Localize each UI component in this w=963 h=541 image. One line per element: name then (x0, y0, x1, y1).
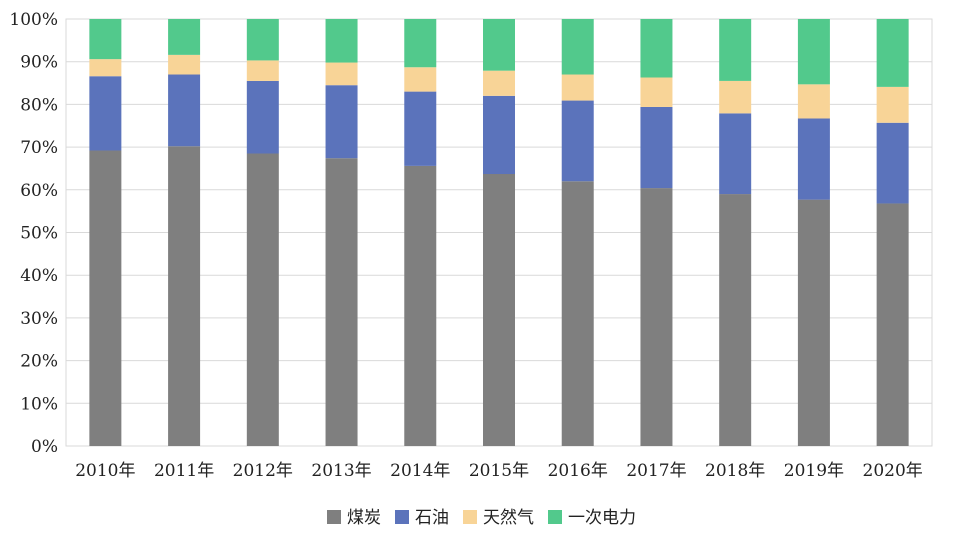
legend-label: 一次电力 (568, 508, 636, 528)
legend-swatch (463, 510, 477, 524)
x-tick-label: 2014年 (390, 461, 450, 481)
bar-stack-4 (404, 19, 437, 446)
bar-segment-series-1 (876, 122, 909, 204)
bar-segment-series-2 (640, 77, 673, 107)
bar-segment-series-1 (561, 100, 594, 182)
y-tick-label: 30% (20, 309, 58, 329)
y-tick-label: 100% (9, 10, 58, 30)
bar-segment-series-1 (246, 80, 279, 154)
bar-segment-series-3 (719, 19, 752, 81)
bar-segment-series-3 (325, 19, 358, 63)
bar-segment-series-3 (89, 19, 122, 60)
bar-stack-6 (561, 19, 594, 446)
y-axis-tick-labels: 0% 10% 20% 30% 40% 50% 60% 70% 80% 90% 100% (9, 10, 58, 457)
y-tick-label: 50% (20, 224, 58, 244)
x-tick-label: 2018年 (705, 461, 765, 481)
y-tick-label: 60% (20, 181, 58, 201)
y-tick-label: 80% (20, 95, 58, 115)
bar-segment-series-1 (168, 74, 201, 147)
legend-item-0: 煤炭 (327, 508, 381, 528)
bar-segment-series-0 (246, 153, 279, 446)
x-tick-label: 2011年 (154, 461, 214, 481)
legend-item-1: 石油 (395, 508, 449, 528)
legend-label: 煤炭 (347, 508, 381, 528)
bar-segment-series-3 (483, 19, 515, 71)
x-tick-label: 2016年 (548, 461, 608, 481)
bar-stack-3 (325, 19, 358, 446)
y-tick-label: 20% (20, 352, 58, 372)
bar-segment-series-0 (640, 188, 673, 447)
bar-segment-series-0 (89, 150, 122, 447)
bar-segment-series-3 (561, 19, 594, 75)
bar-segment-series-3 (246, 19, 279, 61)
bar-segment-series-3 (404, 19, 437, 68)
bar-segment-series-1 (719, 113, 752, 195)
y-tick-label: 90% (20, 53, 58, 73)
bar-segment-series-2 (89, 59, 122, 77)
bar-segment-series-2 (168, 54, 201, 75)
bar-segment-series-2 (719, 80, 752, 114)
bar-stack-8 (719, 19, 752, 446)
x-tick-label: 2017年 (626, 461, 686, 481)
x-tick-label: 2020年 (863, 461, 923, 481)
bar-stack-2 (246, 19, 279, 446)
bar-segment-series-2 (325, 62, 358, 86)
bar-segment-series-1 (640, 106, 673, 189)
bar-segment-series-2 (246, 60, 279, 81)
bar-segment-series-1 (404, 91, 437, 166)
bar-segment-series-2 (561, 74, 594, 101)
legend-swatch (548, 510, 562, 524)
bar-segment-series-2 (483, 70, 515, 96)
x-axis-tick-labels: 2010年 2011年 2012年 2013年 2014年 2015年 2016年 2017年… (75, 461, 923, 481)
bar-stack-10 (876, 19, 909, 446)
bar-segment-series-0 (719, 194, 752, 446)
bar-segment-series-1 (325, 85, 358, 159)
bar-segment-series-0 (561, 181, 594, 446)
legend: 煤炭 石油 天然气 一次电力 (327, 508, 636, 528)
bar-segment-series-0 (797, 199, 830, 446)
bar-stack-9 (797, 19, 830, 446)
bar-segment-series-2 (876, 86, 909, 123)
legend-label: 石油 (415, 508, 449, 528)
x-tick-label: 2012年 (233, 461, 293, 481)
bar-segment-series-1 (483, 95, 515, 175)
bars (89, 19, 909, 447)
legend-label: 天然气 (483, 508, 534, 528)
bar-segment-series-0 (325, 158, 358, 446)
x-tick-label: 2019年 (784, 461, 844, 481)
x-tick-label: 2013年 (311, 461, 371, 481)
bar-stack-0 (89, 19, 122, 447)
legend-item-2: 天然气 (463, 508, 534, 528)
bar-segment-series-3 (640, 19, 673, 78)
x-tick-label: 2015年 (469, 461, 529, 481)
legend-item-3: 一次电力 (548, 508, 636, 528)
bar-segment-series-3 (876, 19, 909, 87)
bar-stack-7 (640, 19, 673, 447)
bar-stack-1 (168, 19, 201, 446)
y-tick-label: 10% (20, 394, 58, 414)
bar-segment-series-1 (89, 76, 122, 151)
y-tick-label: 0% (31, 437, 58, 457)
bar-segment-series-1 (797, 118, 830, 200)
bar-segment-series-0 (168, 146, 201, 446)
x-tick-label: 2010年 (75, 461, 135, 481)
legend-swatch (395, 510, 409, 524)
bar-segment-series-2 (797, 84, 830, 119)
legend-swatch (327, 510, 341, 524)
bar-segment-series-0 (404, 165, 437, 446)
bar-stack-5 (483, 19, 515, 446)
bar-segment-series-3 (797, 19, 830, 85)
y-tick-label: 70% (20, 138, 58, 158)
bar-segment-series-2 (404, 67, 437, 92)
bar-segment-series-0 (483, 174, 515, 446)
bar-segment-series-0 (876, 203, 909, 446)
y-tick-label: 40% (20, 266, 58, 286)
bar-segment-series-3 (168, 19, 201, 55)
